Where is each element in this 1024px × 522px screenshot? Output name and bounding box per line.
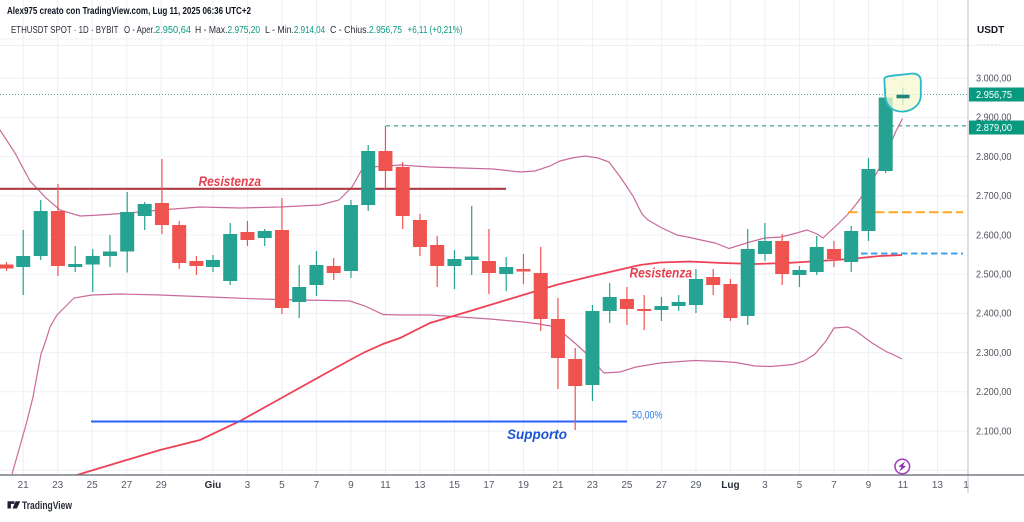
svg-text:50,00%: 50,00% <box>632 410 663 422</box>
svg-text:2.700,00: 2.700,00 <box>976 191 1012 202</box>
svg-text:2.200,00: 2.200,00 <box>976 387 1012 398</box>
svg-text:1: 1 <box>963 480 969 491</box>
svg-text:13: 13 <box>414 480 426 491</box>
svg-text:2.879,00: 2.879,00 <box>976 123 1012 134</box>
svg-text:L - Min.: L - Min. <box>265 25 294 36</box>
svg-text:29: 29 <box>156 480 168 491</box>
svg-text:·······: ······· <box>976 40 1002 49</box>
svg-text:3.000,00: 3.000,00 <box>976 74 1012 85</box>
svg-text:2.914,04: 2.914,04 <box>294 25 325 36</box>
svg-text:11: 11 <box>898 480 909 491</box>
svg-text:11: 11 <box>380 480 391 491</box>
svg-text:2.975,20: 2.975,20 <box>228 25 261 36</box>
svg-text:21: 21 <box>552 480 564 491</box>
svg-text:7: 7 <box>831 480 837 491</box>
svg-text:2.300,00: 2.300,00 <box>976 348 1012 359</box>
svg-text:9: 9 <box>348 480 354 491</box>
svg-text:ETHUSDT SPOT · 1D · BYBIT: ETHUSDT SPOT · 1D · BYBIT <box>11 25 119 36</box>
svg-text:Alex975 creato con TradingView: Alex975 creato con TradingView.com, Lug … <box>7 6 251 17</box>
svg-text:USDT: USDT <box>977 25 1004 36</box>
svg-text:23: 23 <box>52 480 64 491</box>
svg-text:C - Chius.: C - Chius. <box>330 25 369 36</box>
svg-text:21: 21 <box>18 480 30 491</box>
svg-text:7: 7 <box>314 480 320 491</box>
svg-text:5: 5 <box>797 480 803 491</box>
svg-text:19: 19 <box>518 480 530 491</box>
svg-text:5: 5 <box>279 480 285 491</box>
svg-text:27: 27 <box>656 480 668 491</box>
svg-text:2.500,00: 2.500,00 <box>976 270 1012 281</box>
svg-text:17: 17 <box>483 480 495 491</box>
svg-text:3: 3 <box>762 480 768 491</box>
svg-text:Giu: Giu <box>205 480 222 491</box>
svg-text:29: 29 <box>690 480 702 491</box>
svg-text:2.100,00: 2.100,00 <box>976 426 1012 437</box>
svg-text:2.950,64: 2.950,64 <box>155 25 191 36</box>
svg-text:Lug: Lug <box>721 480 739 491</box>
svg-text:O - Aper.: O - Aper. <box>124 25 155 36</box>
svg-text:25: 25 <box>621 480 633 491</box>
svg-text:27: 27 <box>121 480 133 491</box>
svg-text:TradingView: TradingView <box>22 500 72 512</box>
svg-text:H - Max.: H - Max. <box>195 25 228 36</box>
svg-text:25: 25 <box>87 480 99 491</box>
svg-text:2.800,00: 2.800,00 <box>976 152 1012 163</box>
svg-text:Resistenza: Resistenza <box>199 174 262 189</box>
svg-text:9: 9 <box>866 480 872 491</box>
svg-text:+6,11 (+0,21%): +6,11 (+0,21%) <box>408 25 463 36</box>
svg-text:23: 23 <box>587 480 599 491</box>
svg-text:2.956,75: 2.956,75 <box>369 25 402 36</box>
svg-text:Supporto: Supporto <box>507 427 567 442</box>
svg-text:13: 13 <box>932 480 944 491</box>
svg-text:2.400,00: 2.400,00 <box>976 309 1012 320</box>
svg-text:2.956,75: 2.956,75 <box>976 90 1012 101</box>
svg-text:3: 3 <box>245 480 251 491</box>
svg-text:Resistenza: Resistenza <box>630 266 693 281</box>
svg-text:2.900,00: 2.900,00 <box>976 113 1012 124</box>
svg-text:2.600,00: 2.600,00 <box>976 230 1012 241</box>
svg-text:15: 15 <box>449 480 461 491</box>
